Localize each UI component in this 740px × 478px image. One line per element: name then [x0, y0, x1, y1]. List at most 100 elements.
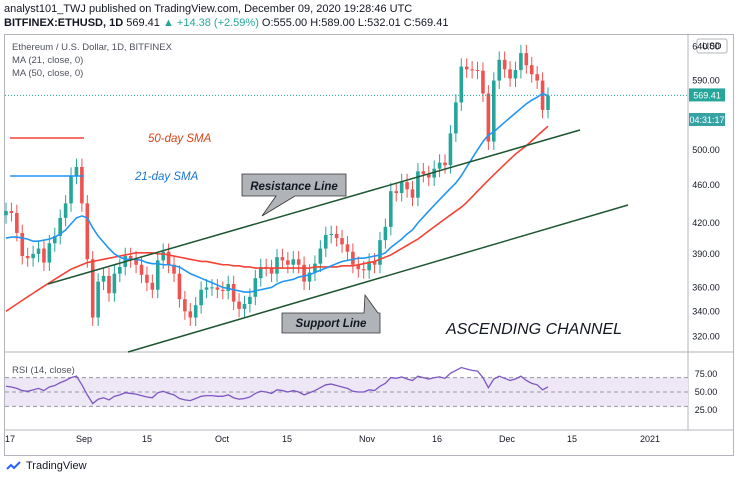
candle-body [437, 162, 442, 169]
candle-body [118, 266, 122, 274]
candle-body [204, 287, 209, 290]
resistance-callout[interactable]: Resistance Line [241, 173, 347, 217]
candle-body [416, 171, 420, 198]
candle-body [529, 65, 534, 75]
rsi-line [5, 366, 549, 405]
symbol-line: BITFINEX:ETHUSD, 1D 569.41 ▲ +14.38 (+2.… [4, 17, 448, 29]
candle-body [356, 264, 361, 270]
candle-body [63, 203, 68, 218]
publish-line: analyst101_TWJ published on TradingView.… [4, 3, 413, 15]
legend-rsi: RSI (14, close) [12, 365, 75, 376]
candle-body [155, 260, 160, 290]
price-tick: 640.00 [692, 41, 720, 51]
support-callout[interactable]: Support Line [281, 293, 381, 334]
candle-body [481, 70, 485, 94]
time-tick: Sep [76, 434, 92, 444]
candle-body [524, 53, 529, 66]
price-tick: 460.00 [692, 180, 720, 190]
candle-body [166, 251, 171, 265]
candle-body [4, 211, 8, 216]
rsi-tick: 50.00 [695, 387, 718, 397]
time-tick: Dec [499, 434, 516, 444]
rsi-axis[interactable]: 75.00 50.00 25.00 [695, 369, 718, 415]
resistance-trendline[interactable] [47, 129, 581, 285]
legend-title: Ethereum / U.S. Dollar, 1D, BITFINEX [12, 42, 173, 53]
sma21-annotation: 21-day SMA [134, 171, 199, 183]
candle-body [36, 248, 41, 254]
rsi-tick: 75.00 [695, 369, 718, 379]
candle-body [107, 275, 111, 294]
candle-body [464, 66, 469, 70]
candle-body [405, 182, 409, 190]
footer: TradingView [6, 457, 87, 475]
price-tick: 360.00 [692, 282, 720, 292]
price-axis[interactable]: 640.00590.00540.00500.00460.00420.00390.… [692, 41, 720, 341]
time-tick: Nov [359, 434, 376, 444]
price-tick: 500.00 [692, 145, 720, 155]
candle-body [90, 259, 95, 318]
time-axis[interactable]: 17 Sep 15 Oct 15 Nov 16 Dec 15 2021 [5, 434, 660, 444]
price-tick: 390.00 [692, 249, 720, 259]
candle-body [215, 287, 220, 290]
price-tick: 320.00 [692, 332, 720, 342]
candle-body [389, 191, 393, 227]
ma21-line [5, 92, 549, 293]
currency-button[interactable] [696, 38, 728, 54]
candle-body [508, 69, 512, 79]
candle-body [199, 289, 203, 306]
ma50-line [5, 125, 549, 312]
candle-body [492, 80, 496, 142]
candle-body [296, 259, 301, 265]
candle-body [231, 283, 236, 302]
candle-body [443, 162, 447, 166]
candle-body [361, 269, 366, 271]
candle-body [340, 238, 344, 245]
candle-body [399, 182, 404, 194]
candle-body [226, 283, 231, 291]
currency-label: USD [702, 41, 722, 51]
candle-body [334, 233, 339, 239]
candle-body [128, 256, 133, 260]
candle-body [47, 243, 52, 263]
candle-body [258, 266, 263, 279]
footer-brand: TradingView [26, 460, 87, 472]
sma50-annotation: 50-day SMA [148, 133, 212, 145]
rsi-band [5, 377, 688, 407]
candle-body [367, 261, 371, 271]
candle-body [448, 133, 453, 166]
candle-body [513, 70, 518, 79]
countdown-label: 04:31:17 [689, 115, 724, 125]
candle-body [20, 232, 25, 257]
tradingview-logo-icon [6, 461, 22, 471]
resistance-label: Resistance Line [250, 181, 338, 193]
candle-body [96, 281, 100, 318]
candle-body [432, 168, 436, 178]
candle-body [139, 264, 144, 275]
last-price-label: 569.41 [693, 90, 721, 100]
candle-body [535, 74, 539, 81]
candle-body [85, 203, 90, 260]
time-tick: 15 [142, 434, 152, 444]
candle-body [486, 93, 491, 142]
candle-body [372, 261, 377, 265]
time-tick: 16 [432, 434, 442, 444]
candle-body [280, 257, 285, 261]
candle-body [546, 95, 550, 110]
candle-body [253, 278, 258, 297]
candle-body [42, 248, 46, 263]
support-label: Support Line [296, 318, 368, 330]
candle-body [177, 273, 182, 300]
candle-body [497, 59, 502, 81]
candle-body [221, 289, 225, 291]
rsi-tick: 25.00 [695, 405, 718, 415]
candle-body [302, 264, 306, 282]
candle-body [248, 296, 252, 304]
candle-body [242, 303, 247, 309]
support-trendline[interactable] [127, 204, 629, 353]
candle-body [502, 59, 507, 70]
candle-body [345, 244, 350, 252]
time-tick: 15 [567, 434, 577, 444]
chart-frame[interactable] [4, 34, 734, 456]
legend-ma21: MA (21, close, 0) [12, 55, 83, 66]
